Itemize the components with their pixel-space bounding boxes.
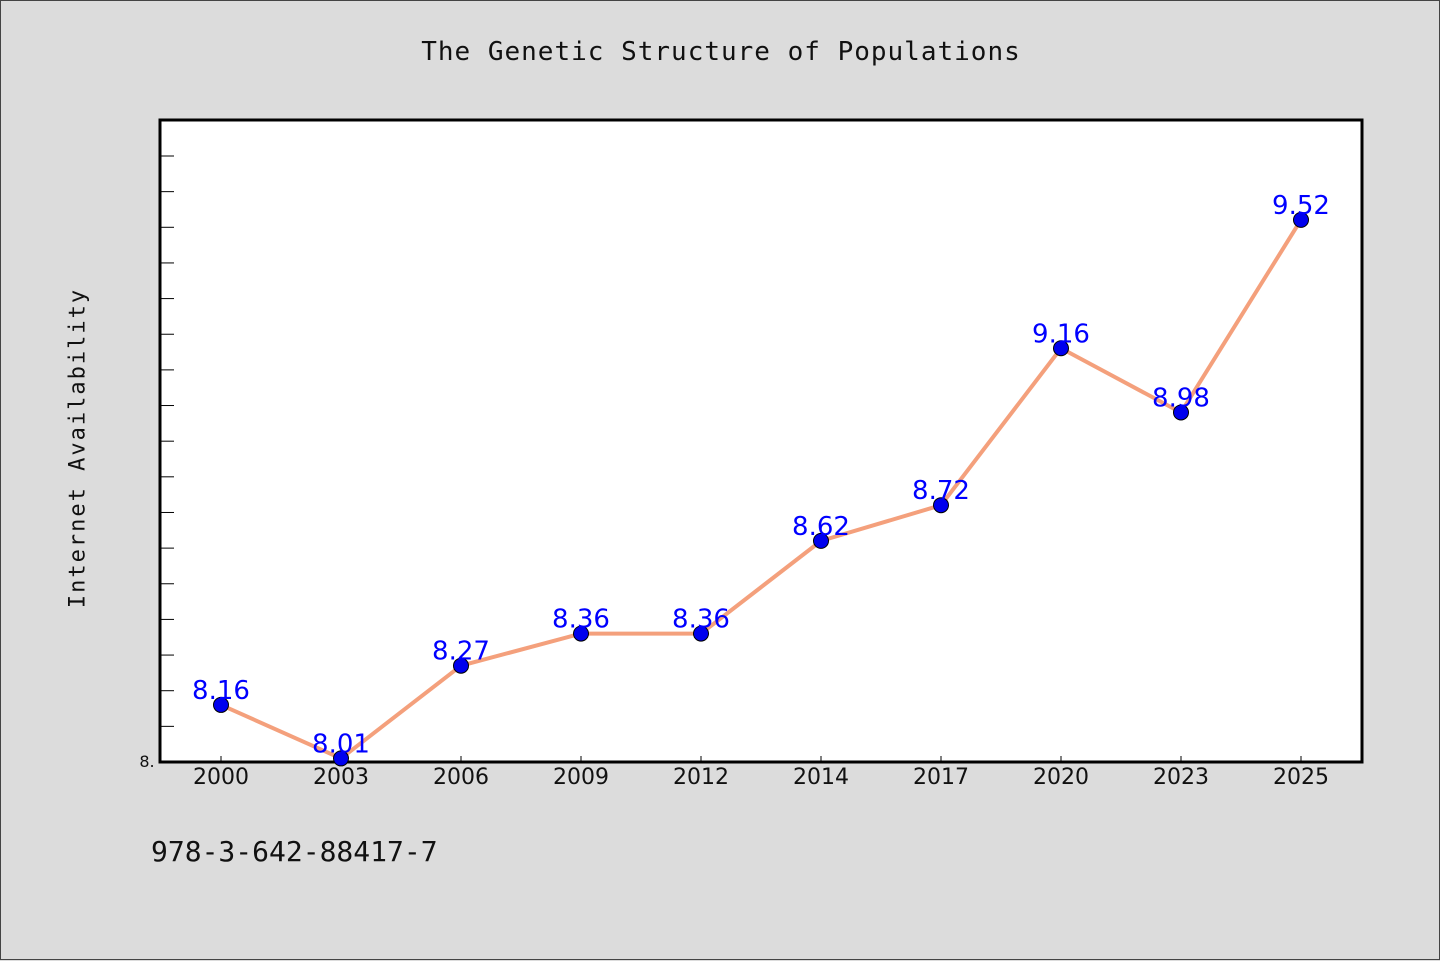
x-tick-label: 2020 [1033, 765, 1089, 790]
x-tick-label: 2006 [433, 765, 489, 790]
data-label: 8.72 [912, 476, 970, 506]
data-label: 8.98 [1152, 383, 1210, 413]
data-point [453, 657, 469, 674]
series-line [220, 218, 1303, 761]
x-tick-label: 2003 [313, 765, 369, 790]
data-point [573, 625, 589, 642]
data-label: 9.52 [1272, 191, 1330, 221]
data-point [1173, 404, 1189, 421]
x-tick-label: 2009 [553, 765, 609, 790]
x-axis-tick-labels: 2000 2003 2006 2009 2012 2014 2017 2020 2023 2025 [193, 756, 1329, 790]
series-line-group [220, 218, 1303, 761]
y-axis-ticks [160, 155, 174, 763]
data-point [1293, 211, 1309, 228]
data-label: 8.62 [792, 512, 850, 542]
x-tick-label: 2012 [673, 765, 729, 790]
data-label: 8.27 [432, 637, 490, 667]
data-point [1053, 340, 1069, 357]
x-tick-label: 2014 [793, 765, 849, 790]
data-label-group: 8.16 8.01 8.27 8.36 8.36 8.62 8.72 9.16 8.98 9.52 [192, 191, 1330, 760]
x-tick-label: 2017 [913, 765, 969, 790]
data-label: 8.36 [672, 605, 730, 635]
data-point [933, 497, 949, 514]
isbn-text: 978-3-642-88417-7 [151, 835, 438, 868]
marker-group [213, 211, 1309, 767]
data-point [693, 625, 709, 642]
x-tick-label: 2023 [1153, 765, 1209, 790]
data-label: 8.36 [552, 605, 610, 635]
x-tick-label: 2000 [193, 765, 249, 790]
plot-frame [158, 118, 1364, 764]
y-tick-label: 8. [139, 752, 154, 771]
data-label: 8.16 [192, 676, 250, 706]
data-point [813, 532, 829, 549]
data-point [333, 750, 349, 767]
data-label: 9.16 [1032, 319, 1090, 349]
chart-title: The Genetic Structure of Populations [421, 37, 1021, 67]
data-label: 8.01 [312, 729, 370, 759]
x-tick-label: 2025 [1273, 765, 1329, 790]
data-point [213, 696, 229, 713]
